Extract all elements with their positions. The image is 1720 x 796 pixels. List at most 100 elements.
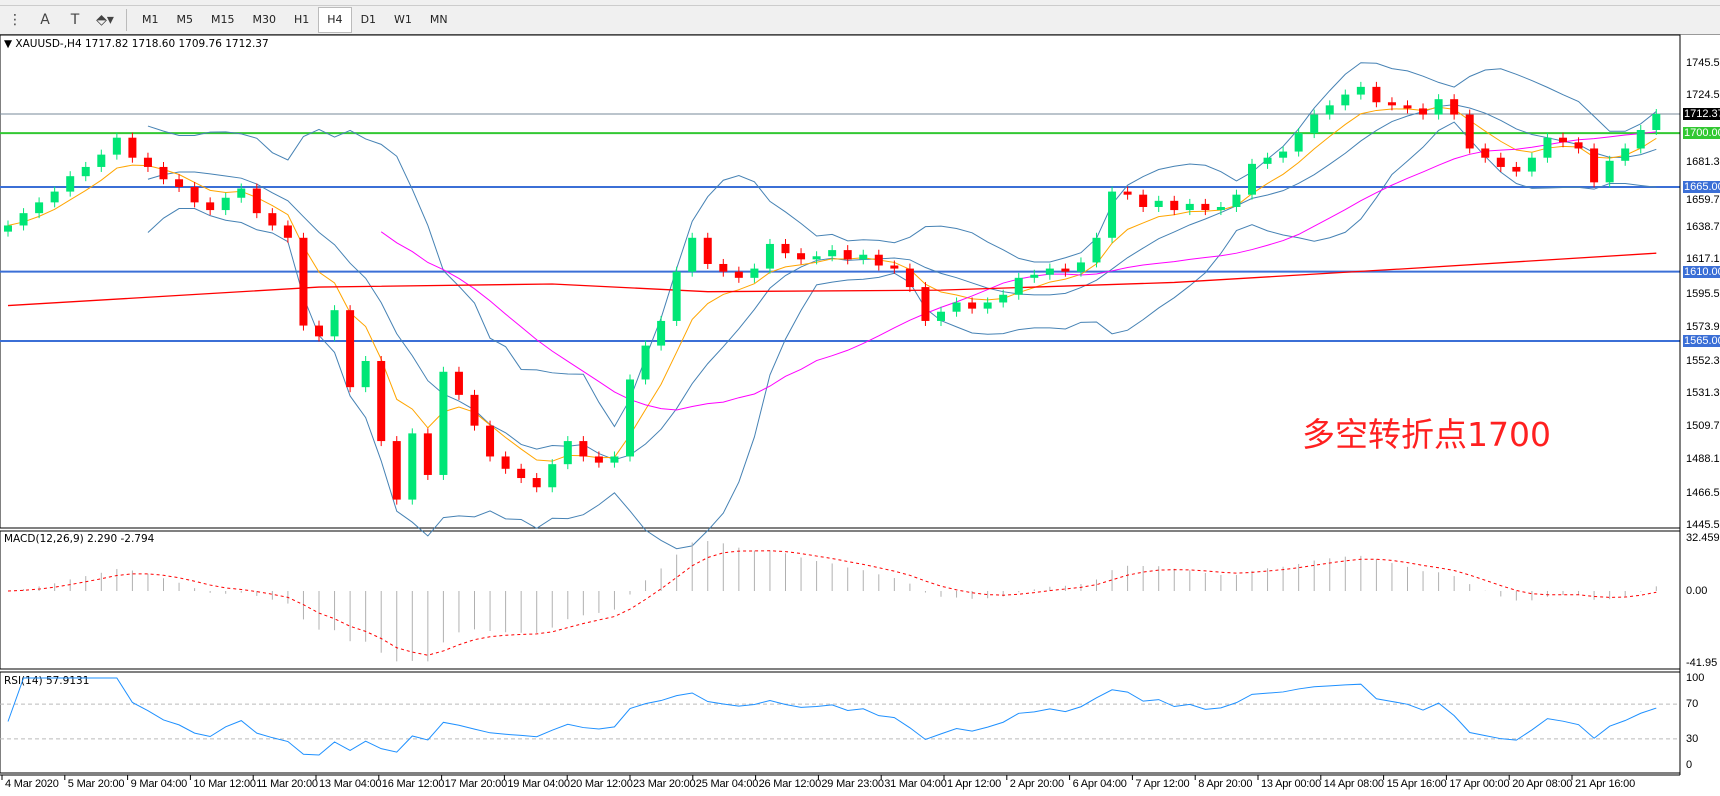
long-moving-average [7, 252, 1657, 307]
candle-body [4, 225, 12, 232]
candle-body [19, 213, 28, 226]
rsi-tick-label: 30 [1686, 732, 1699, 745]
bollinger-middle-line [147, 104, 1657, 461]
candle-body [1076, 262, 1085, 272]
timeframe-d1[interactable]: D1 [360, 13, 377, 26]
candle-body [734, 271, 743, 278]
candle-body [330, 310, 339, 337]
candle-body [999, 294, 1008, 303]
price-tick-label: 1595.50 [1686, 288, 1720, 300]
candle-body [1341, 94, 1350, 106]
timeframe-h4[interactable]: H4 [318, 7, 352, 33]
timeframe-m15[interactable]: M15 [211, 13, 235, 26]
candle-body [128, 137, 137, 158]
toolbar-separator [126, 9, 127, 31]
price-tick-label: 1445.50 [1686, 519, 1720, 531]
price-tick-label: 1488.10 [1686, 453, 1720, 466]
candle-body [1263, 157, 1272, 164]
fibo-icon[interactable]: ⋮ [8, 12, 22, 28]
price-tick-label: 1617.10 [1686, 252, 1720, 265]
candle-body [517, 468, 526, 479]
candle-body [1590, 148, 1599, 183]
time-tick-label: 8 Apr 20:00 [1198, 778, 1253, 790]
price-tick-label: 1573.90 [1686, 321, 1720, 334]
bollinger-lower-band [147, 121, 1657, 550]
time-tick-label: 13 Mar 04:00 [319, 778, 382, 790]
level-price-tag: 1565.00 [1683, 334, 1720, 347]
timeframe-w1[interactable]: W1 [394, 13, 412, 26]
time-tick-label: 20 Apr 08:00 [1512, 778, 1573, 790]
candle-body [501, 456, 510, 469]
candle-body [1108, 191, 1117, 238]
text-label-icon[interactable]: T [70, 12, 80, 28]
timeframe-mn[interactable]: MN [429, 13, 448, 26]
time-tick-label: 4 Mar 2020 [5, 778, 59, 790]
macd-tick-label: -41.95 [1686, 657, 1718, 669]
candle-body [159, 166, 168, 180]
price-tick-label: 1681.30 [1686, 155, 1720, 168]
time-tick-label: 11 Mar 20:00 [256, 778, 318, 790]
candle-body [937, 311, 945, 321]
candle-body [1325, 105, 1334, 115]
candle-body [361, 360, 370, 388]
candle-body [1356, 86, 1365, 95]
macd-panel-frame [0, 530, 1681, 670]
timeframe-m5[interactable]: M5 [176, 13, 194, 26]
candle-body [486, 425, 495, 457]
timeframe-m30[interactable]: M30 [252, 13, 277, 26]
candle-body [1527, 157, 1536, 172]
candle-body [1061, 268, 1070, 272]
candle-body [112, 137, 121, 155]
candle-body [377, 360, 386, 442]
candle-body [1092, 237, 1101, 263]
candle-body [905, 268, 914, 288]
price-tick-label: 1659.70 [1686, 193, 1720, 206]
candle-body [983, 302, 992, 309]
candle-body [812, 256, 821, 260]
candle-body [423, 433, 432, 475]
candle-body [1652, 114, 1661, 130]
collapse-arrow-icon[interactable]: ▼ [4, 38, 13, 50]
text-icon[interactable]: A [40, 12, 50, 28]
candle-body [750, 268, 759, 278]
timeframe-m1[interactable]: M1 [142, 13, 159, 26]
candle-body [719, 263, 728, 272]
candle-body [1279, 151, 1288, 158]
candle-body [299, 237, 308, 326]
candle-body [1248, 163, 1256, 195]
candle-body [1496, 157, 1505, 167]
candle-body [1216, 206, 1225, 211]
candle-body [563, 441, 572, 465]
candle-body [1450, 99, 1459, 115]
candle-body [952, 302, 961, 312]
arrows-icon[interactable]: ⬘▾ [96, 12, 114, 28]
candle-body [81, 166, 90, 177]
candle-body [641, 345, 650, 380]
time-tick-label: 17 Mar 20:00 [444, 778, 508, 790]
macd-label: MACD(12,26,9) 2.290 -2.794 [4, 533, 155, 545]
candle-body [206, 202, 215, 211]
time-tick-label: 17 Apr 00:00 [1449, 778, 1510, 790]
candle-body [579, 441, 588, 457]
macd-signal-line [7, 550, 1657, 656]
timeframe-h1[interactable]: H1 [294, 13, 310, 26]
candle-body [1403, 105, 1412, 109]
macd-tick-label: 0.00 [1686, 585, 1708, 597]
candle-body [221, 197, 230, 211]
candle-body [797, 253, 806, 260]
candle-body [828, 250, 837, 257]
rsi-tick-label: 70 [1686, 698, 1699, 711]
candle-body [1387, 102, 1396, 106]
rsi-tick-label: 100 [1686, 672, 1705, 684]
time-tick-label: 20 Mar 12:00 [570, 778, 633, 790]
candle-body [688, 237, 697, 272]
price-tick-label: 1531.30 [1686, 386, 1720, 399]
candle-body [781, 243, 790, 254]
candle-body [252, 188, 261, 214]
candle-body [890, 265, 899, 269]
annotation-text: 多空转折点1700 [1302, 415, 1551, 454]
candle-body [283, 225, 292, 238]
level-price-tag: 1700.00 [1683, 127, 1720, 140]
candle-body [874, 254, 883, 266]
